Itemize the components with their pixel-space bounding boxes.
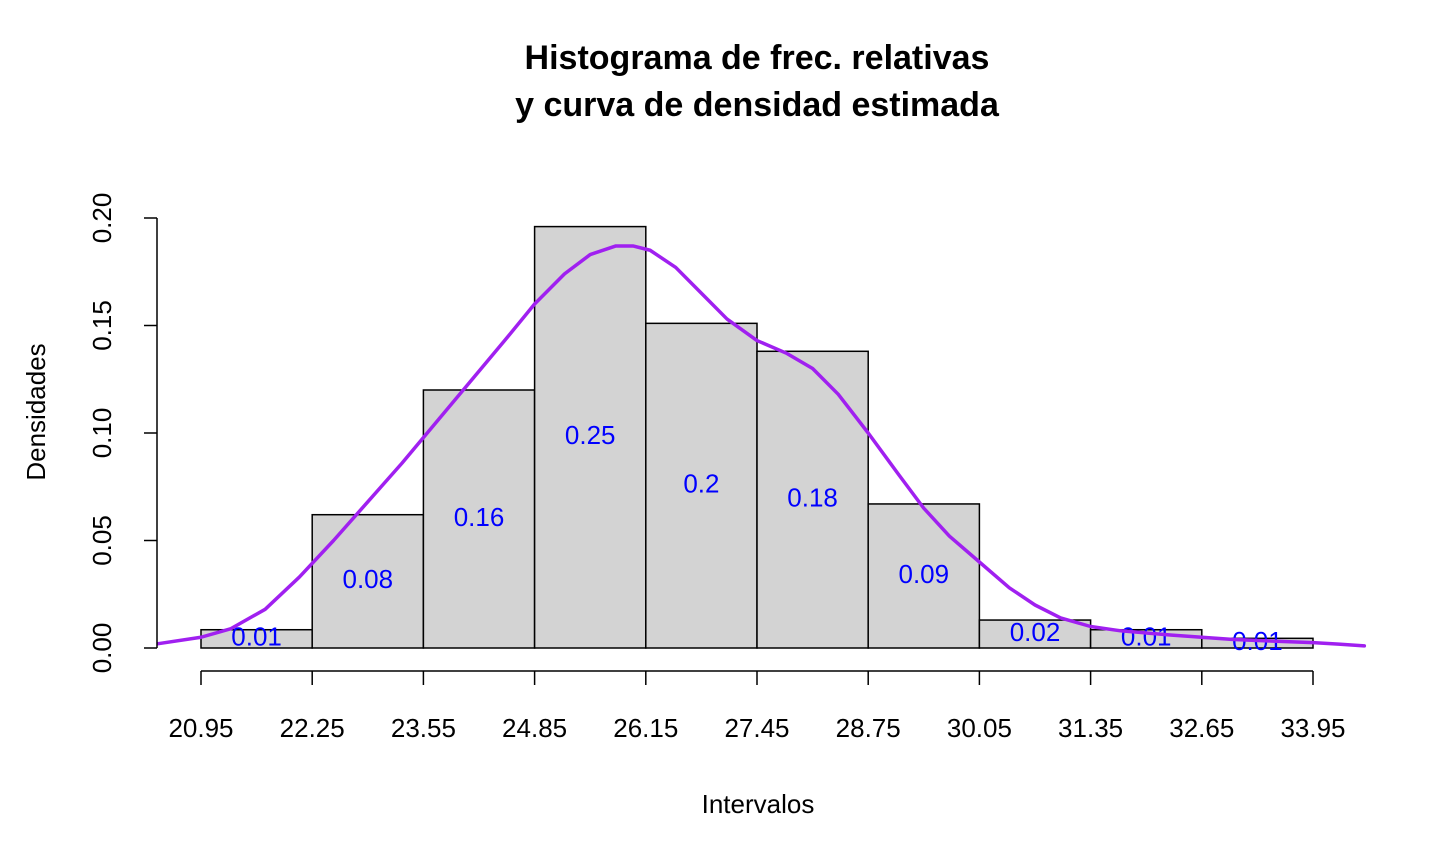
histogram-bars — [200, 225, 1314, 649]
histogram-bar — [867, 503, 981, 649]
y-tick-label: 0.10 — [87, 408, 117, 459]
bar-value-label: 0.16 — [454, 502, 505, 532]
x-tick-label: 28.75 — [836, 713, 901, 743]
y-tick-label: 0.20 — [87, 193, 117, 244]
bar-value-label: 0.01 — [231, 622, 282, 652]
x-axis: 20.95 22.25 23.55 24.85 26.15 27.45 28.75 30.05… — [168, 670, 1346, 743]
x-axis-label: Intervalos — [702, 789, 815, 819]
x-tick-label: 32.65 — [1169, 713, 1234, 743]
x-tick-label: 27.45 — [724, 713, 789, 743]
y-tick-label: 0.05 — [87, 515, 117, 566]
y-axis-label: Densidades — [21, 343, 51, 480]
bar-value-label: 0.25 — [565, 420, 616, 450]
density-curve — [156, 244, 1367, 648]
bar-value-label: 0.08 — [342, 564, 393, 594]
chart-title-line-2: y curva de densidad estimada — [515, 86, 1000, 124]
chart-title-line-1: Histograma de frec. relativas — [525, 39, 990, 77]
x-tick-label: 24.85 — [502, 713, 567, 743]
bar-value-label: 0.18 — [787, 483, 838, 513]
bar-value-label: 0.01 — [1121, 622, 1172, 652]
x-tick-label: 33.95 — [1280, 713, 1345, 743]
x-tick-label: 26.15 — [613, 713, 678, 743]
y-tick-label: 0.15 — [87, 300, 117, 351]
histogram-bar — [422, 389, 536, 649]
histogram-bar — [533, 225, 647, 649]
histogram-bar — [756, 350, 869, 649]
bar-value-label: 0.02 — [1010, 617, 1061, 647]
y-tick-label: 0.00 — [87, 623, 117, 674]
y-axis: 0.00 0.05 0.10 0.15 0.20 — [87, 193, 158, 674]
bar-value-labels: 0.010.080.160.250.2 0.180.090.02 0.01 0.01 — [231, 420, 1282, 656]
x-tick-label: 23.55 — [391, 713, 456, 743]
histogram-bar — [311, 513, 425, 649]
x-tick-label: 22.25 — [280, 713, 345, 743]
bar-value-label: 0.2 — [683, 469, 719, 499]
x-tick-label: 31.35 — [1058, 713, 1123, 743]
x-tick-label: 20.95 — [168, 713, 233, 743]
histogram-bar — [645, 322, 758, 649]
bar-value-label: 0.09 — [898, 559, 949, 589]
x-tick-label: 30.05 — [947, 713, 1012, 743]
